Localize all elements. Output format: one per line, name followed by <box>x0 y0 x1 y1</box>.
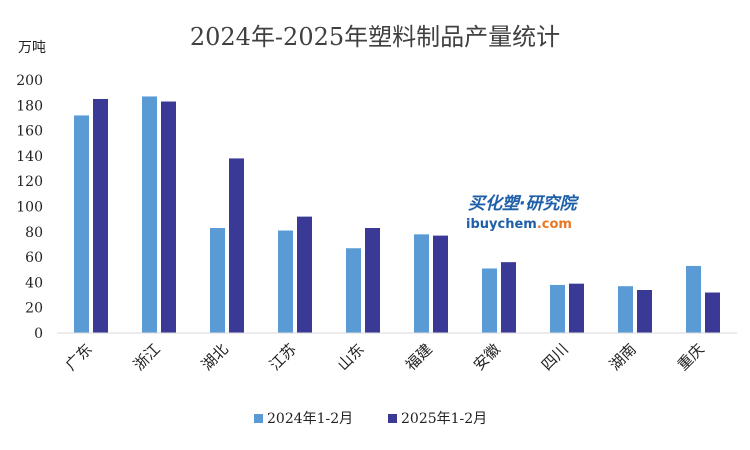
bar-2024-江苏 <box>278 230 293 333</box>
legend-label-2024: 2024年1-2月 <box>267 411 353 427</box>
legend-swatch-2025 <box>388 414 397 423</box>
category-label: 山东 <box>334 340 368 374</box>
y-tick-label: 160 <box>16 124 43 140</box>
bar-2024-湖北 <box>210 228 225 333</box>
y-tick-label: 180 <box>16 98 43 114</box>
category-label: 湖北 <box>198 340 232 374</box>
watermark-cn-text: 买化塑·研究院 <box>468 194 579 214</box>
y-tick-label: 40 <box>25 275 43 291</box>
bar-2024-广东 <box>74 115 89 333</box>
y-tick-label: 100 <box>16 200 43 216</box>
legend-swatch-2024 <box>254 414 263 423</box>
category-label: 重庆 <box>674 340 708 374</box>
bar-2024-福建 <box>414 234 429 333</box>
bar-2024-浙江 <box>142 96 157 333</box>
bar-2025-湖北 <box>229 158 244 333</box>
bar-2024-四川 <box>550 284 565 333</box>
bar-2024-山东 <box>346 248 361 333</box>
bar-2025-安徽 <box>501 262 516 333</box>
watermark-en-prefix: ibuychem <box>466 217 537 232</box>
y-tick-label: 200 <box>16 73 43 89</box>
watermark: 买化塑·研究院 ibuychem.com <box>466 194 579 232</box>
bar-2025-四川 <box>569 283 584 333</box>
y-axis-unit-label: 万吨 <box>18 40 46 56</box>
category-label: 四川 <box>538 340 572 374</box>
category-label: 湖南 <box>606 340 640 374</box>
category-label: 安徽 <box>470 340 504 374</box>
category-label: 广东 <box>62 340 96 374</box>
y-axis-ticks: 0 20 40 60 80 100 120 140 160 180 200 <box>16 73 43 342</box>
bar-2024-重庆 <box>686 265 701 333</box>
category-label: 福建 <box>402 340 436 374</box>
bar-2025-江苏 <box>297 216 312 333</box>
bar-2025-广东 <box>93 98 108 333</box>
bar-2025-重庆 <box>705 292 720 333</box>
legend-label-2025: 2025年1-2月 <box>401 411 487 427</box>
y-tick-label: 0 <box>34 326 43 342</box>
bar-2025-山东 <box>365 228 380 333</box>
bars-group <box>74 96 720 333</box>
watermark-en-suffix: .com <box>537 217 572 232</box>
legend: 2024年1-2月 2025年1-2月 <box>254 411 487 427</box>
category-label: 浙江 <box>130 340 164 374</box>
y-tick-label: 60 <box>25 250 43 266</box>
bar-2025-湖南 <box>637 289 652 333</box>
bar-2025-浙江 <box>161 101 176 333</box>
bar-2025-福建 <box>433 235 448 333</box>
y-tick-label: 120 <box>16 174 43 190</box>
bar-2024-安徽 <box>482 268 497 333</box>
chart-title: 2024年-2025年塑料制品产量统计 <box>190 23 560 51</box>
bar-2024-湖南 <box>618 286 633 333</box>
category-labels: 广东 浙江 湖北 江苏 山东 福建 安徽 四川 湖南 重庆 <box>62 340 708 374</box>
y-tick-label: 140 <box>16 149 43 165</box>
y-tick-label: 80 <box>25 225 43 241</box>
y-tick-label: 20 <box>25 301 43 317</box>
category-label: 江苏 <box>266 340 300 374</box>
watermark-en-text: ibuychem.com <box>466 217 572 232</box>
